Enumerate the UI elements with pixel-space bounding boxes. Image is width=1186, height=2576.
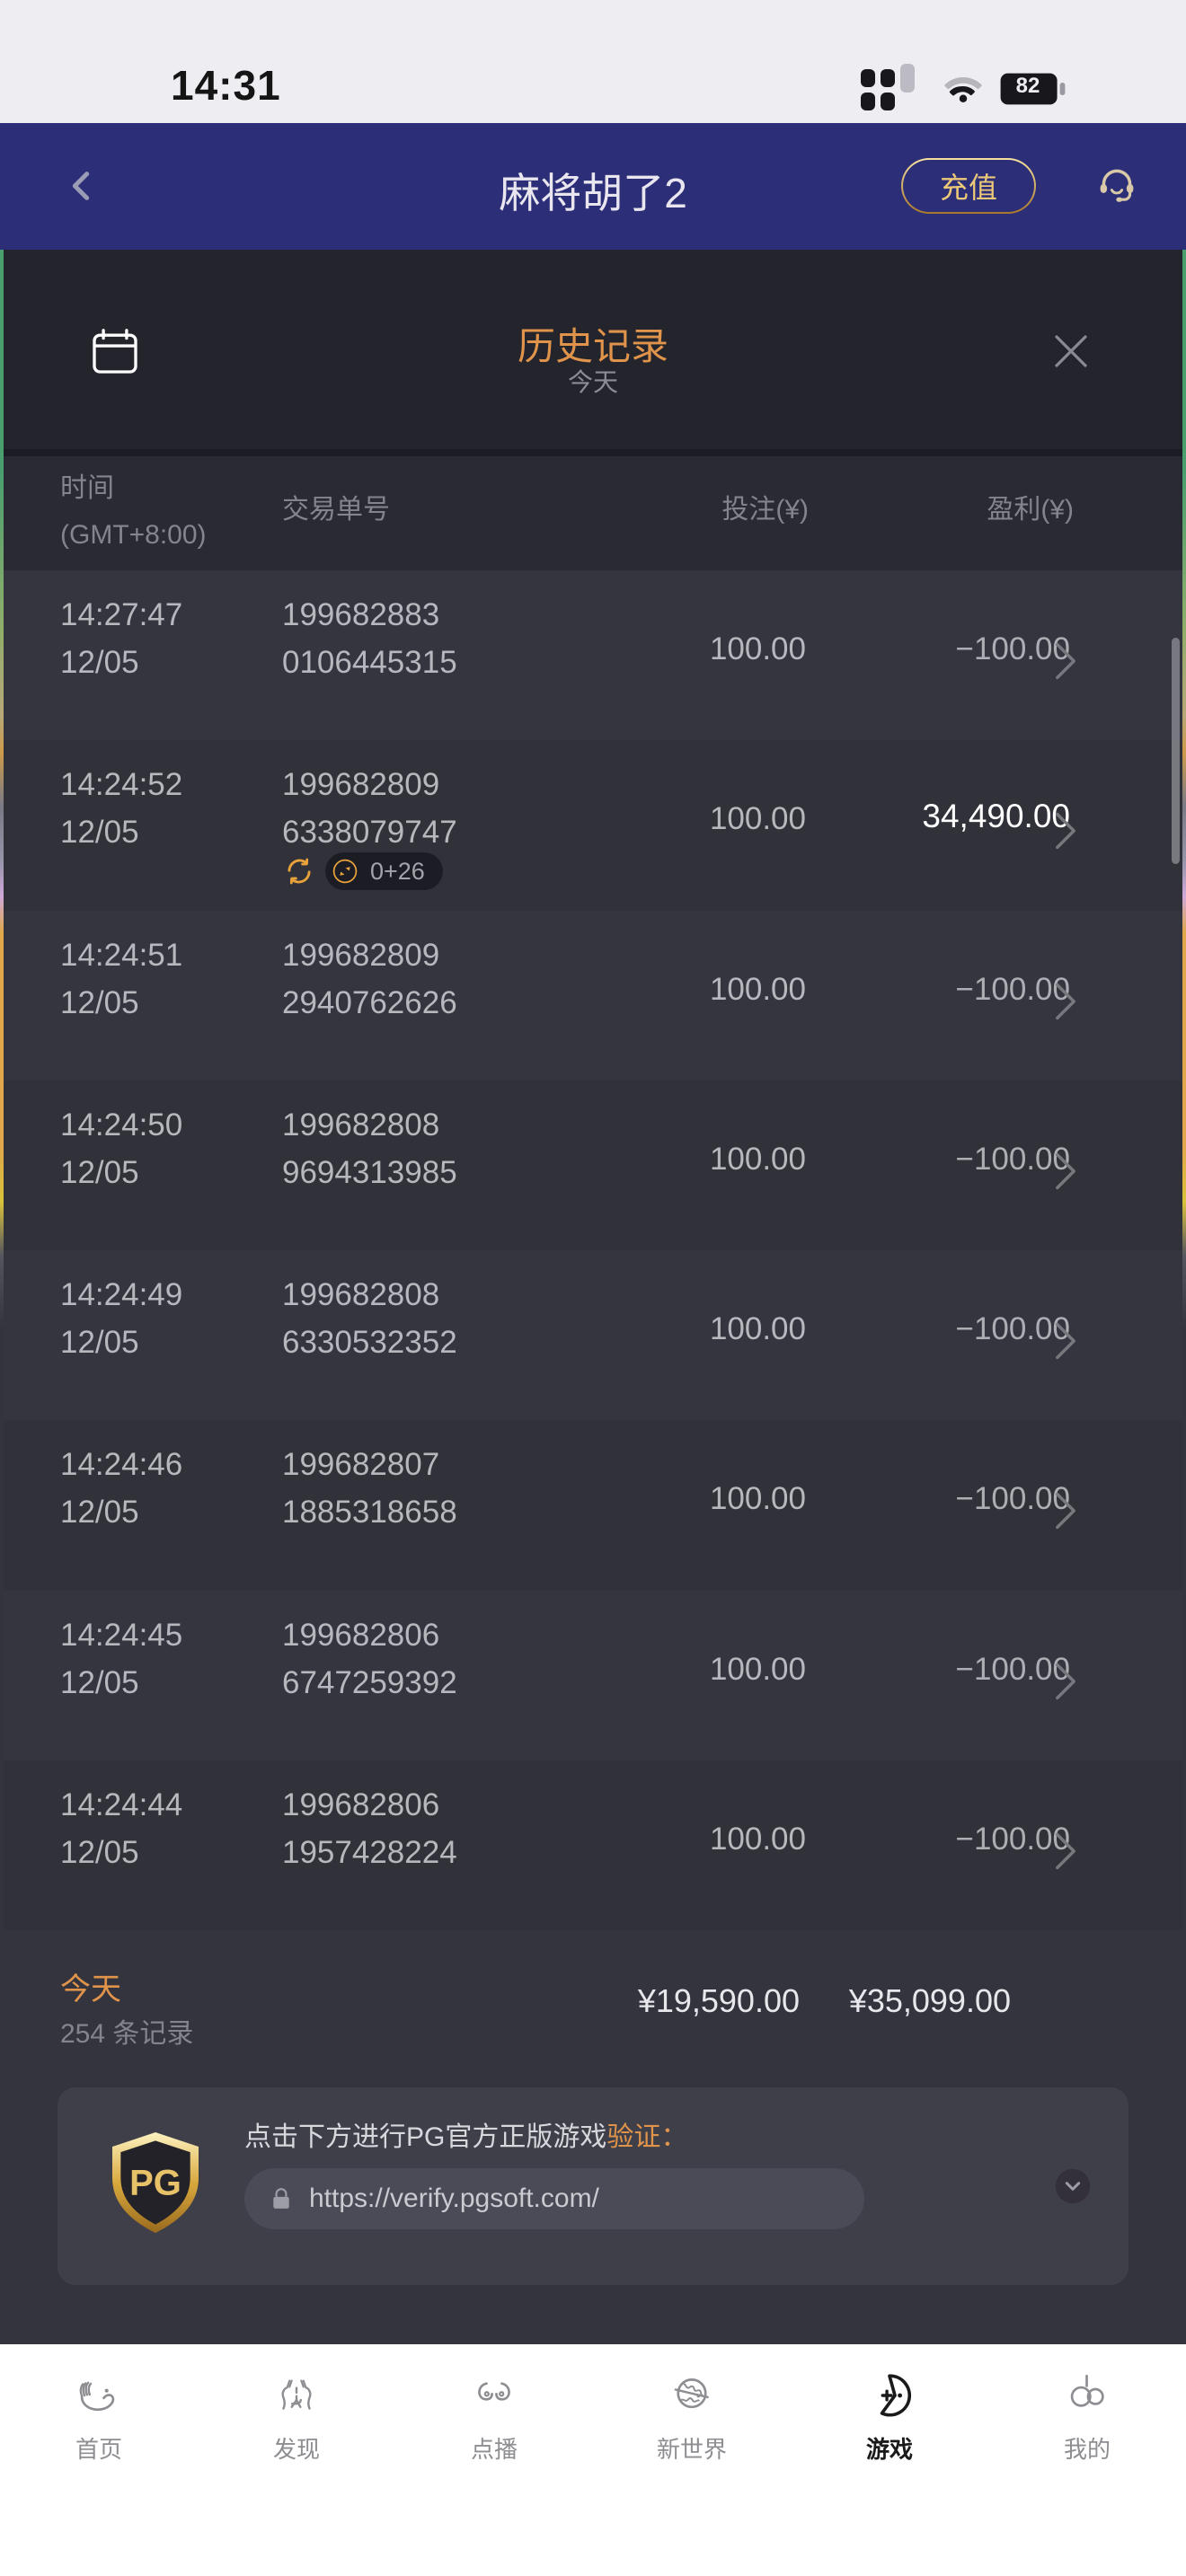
svg-text:PG: PG xyxy=(129,2163,181,2202)
